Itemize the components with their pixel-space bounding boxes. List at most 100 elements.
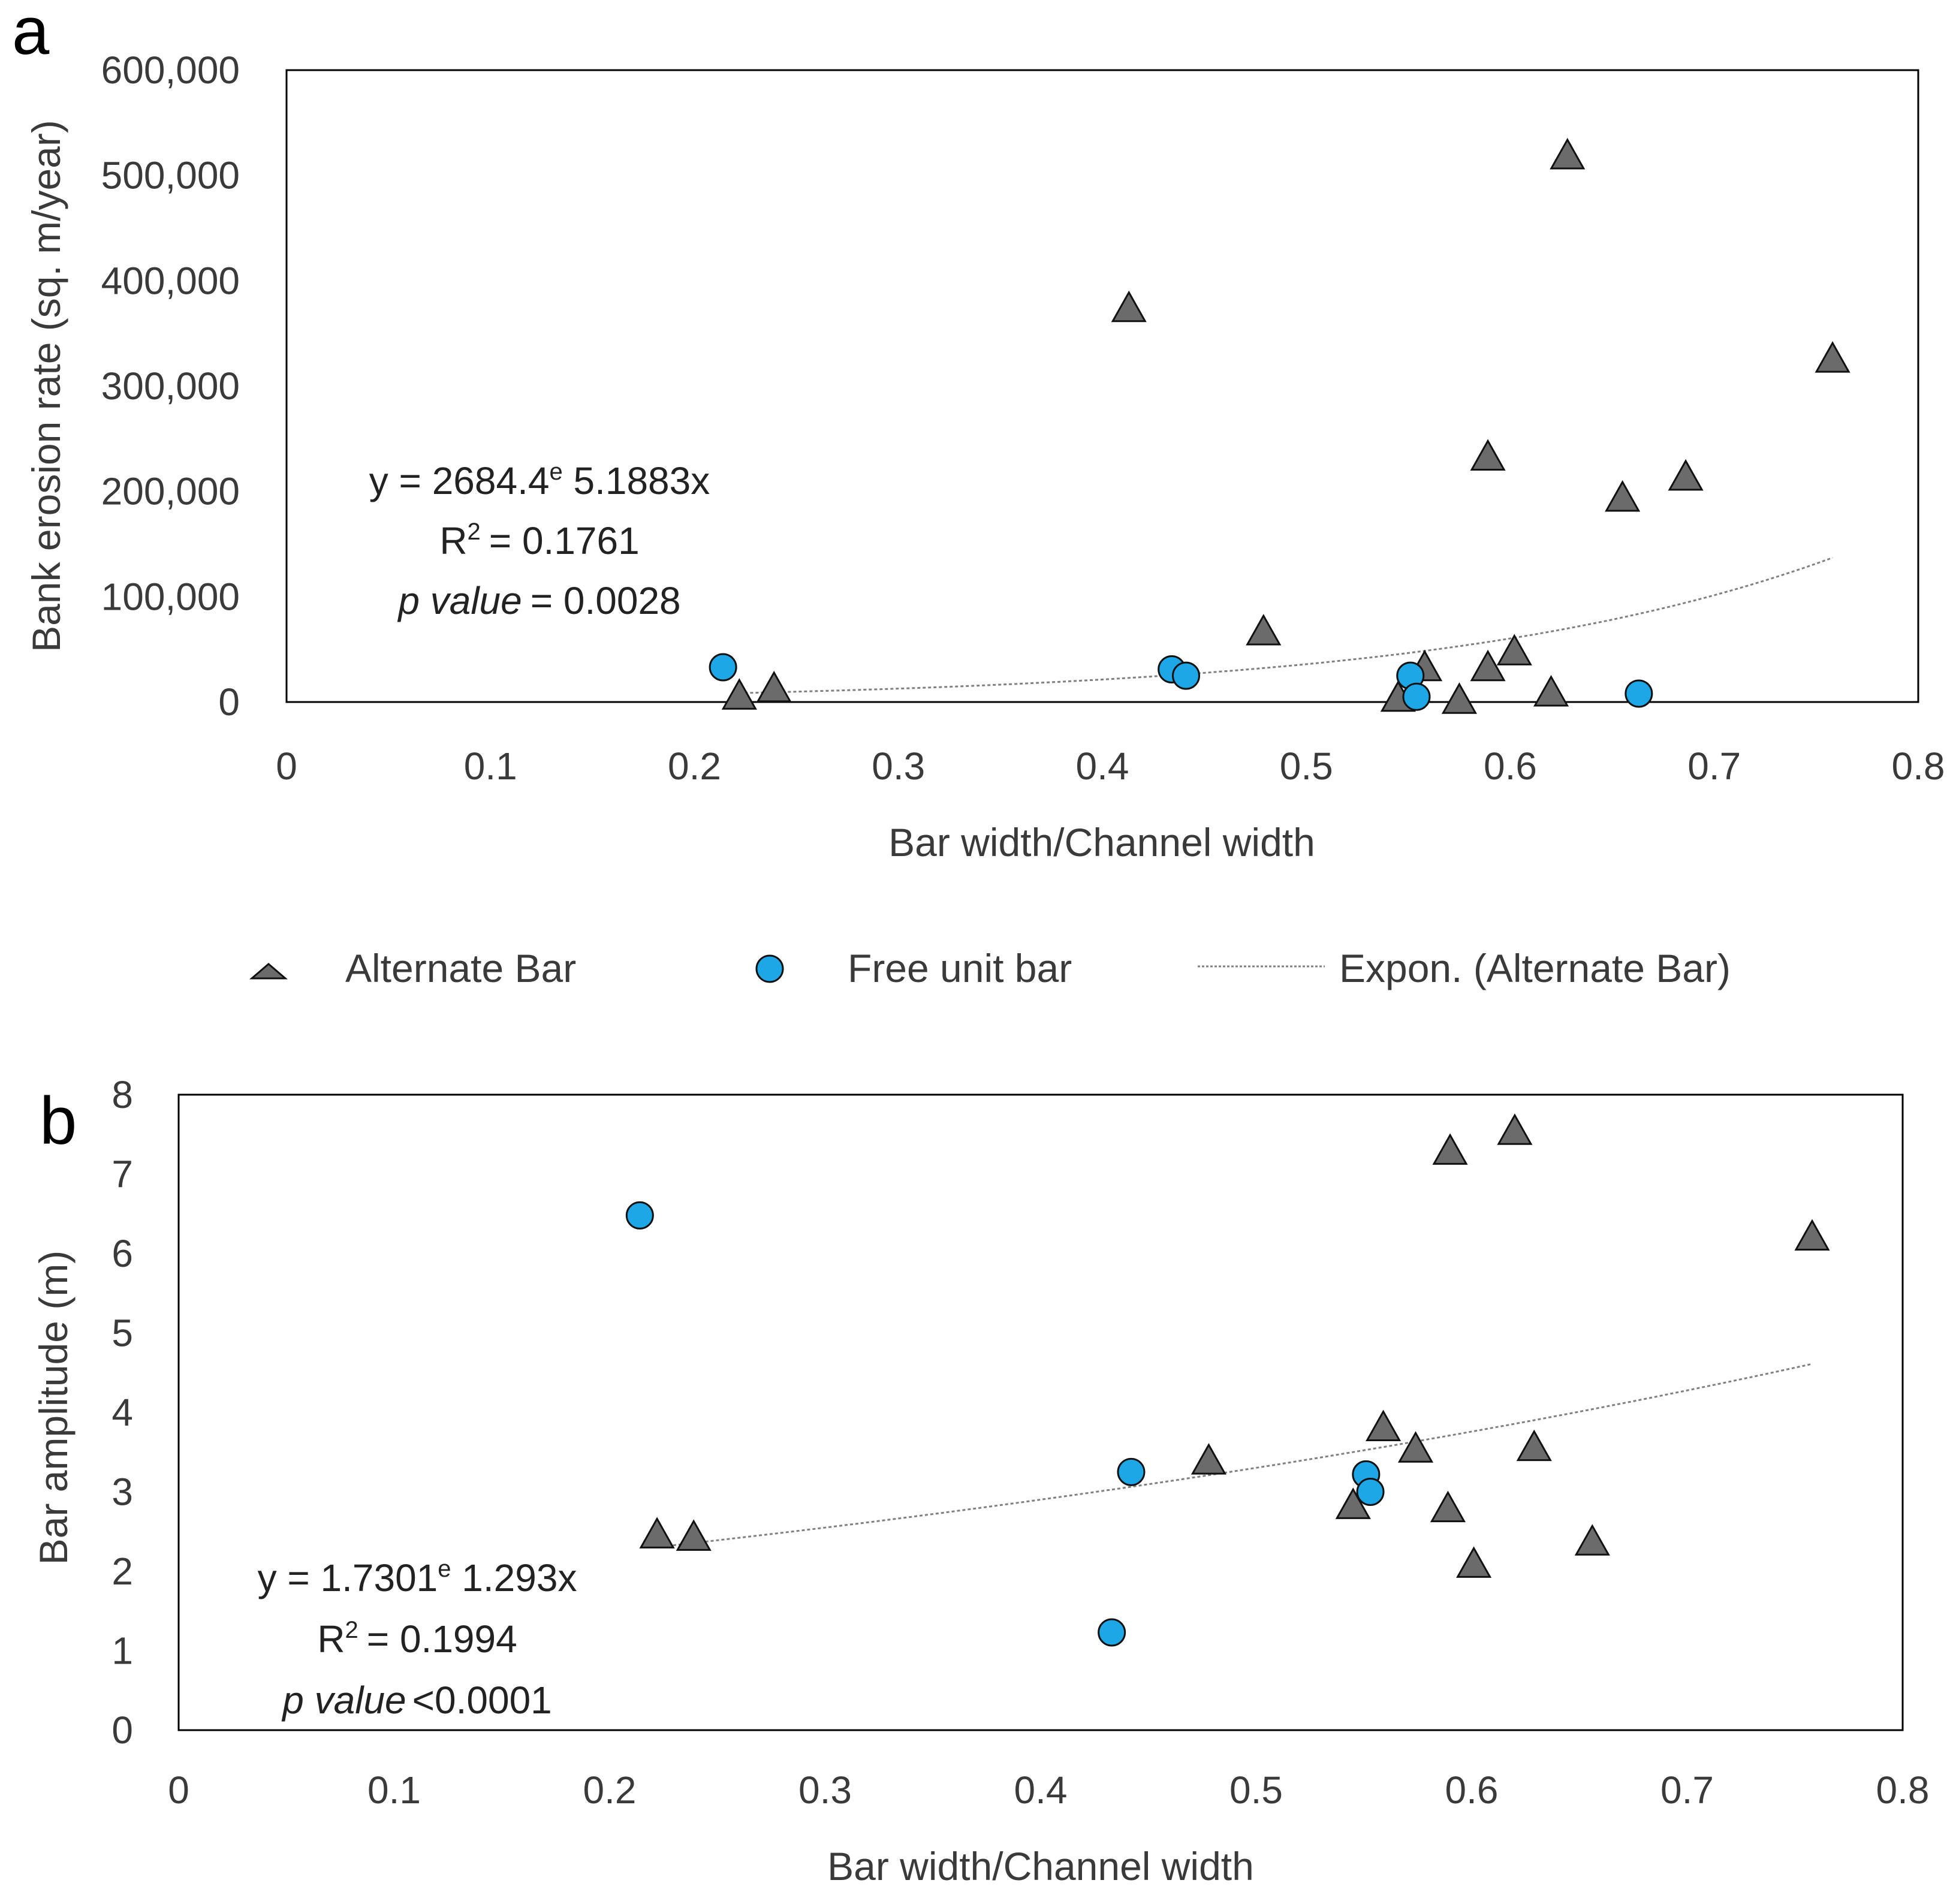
panel-b-trendline	[656, 1363, 1813, 1548]
panel-b-x-ticks: 0 0.1 0.2 0.3 0.4 0.5 0.6 0.7 0.8	[168, 1769, 1929, 1812]
legend-alternate-bar-marker	[249, 963, 288, 980]
panel-b-x-tick-label: 0.2	[583, 1769, 637, 1812]
panel-b-y-tick-label: 2	[111, 1550, 133, 1593]
panel-b-alternate-bar-point	[1191, 1443, 1226, 1475]
panel-b-x-tick-label: 0.6	[1445, 1769, 1499, 1812]
panel-b-free-unit-bar-point	[1117, 1457, 1146, 1486]
panel-a-y-tick-label: 100,000	[101, 575, 240, 618]
panel-a-equation-line: y = 2684.4e 5.1883x	[369, 459, 710, 502]
panel-b-equation-line: y = 1.7301e 1.293x	[258, 1556, 577, 1599]
panel-a-x-ticks: 0 0.1 0.2 0.3 0.4 0.5 0.6 0.7 0.8	[276, 745, 1945, 788]
panel-a-x-tick-label: 0	[276, 745, 297, 788]
panel-b-x-tick-label: 0.3	[798, 1769, 852, 1812]
panel-a-trendline	[739, 556, 1833, 694]
panel-a-x-tick-label: 0.3	[872, 745, 925, 788]
panel-a-r2-sup: 2	[468, 519, 481, 545]
legend-free-unit-bar-label: Free unit bar	[848, 946, 1072, 990]
panel-a-y-tick-label: 200,000	[101, 470, 240, 513]
panel-b-r2-value: = 0.1994	[367, 1617, 517, 1661]
panel-a-eq-exponent: e	[549, 459, 562, 485]
panel-a-plot-frame	[285, 69, 1919, 703]
panel-a-label: a	[12, 0, 50, 68]
panel-b-alternate-bar-point	[1397, 1431, 1434, 1463]
panel-b-alternate-bar-point	[1430, 1490, 1466, 1523]
panel-b-alternate-bar-point	[1366, 1409, 1402, 1441]
panel-a-x-axis-title: Bar width/Channel width	[888, 820, 1315, 864]
panel-a-alternate-bar-point	[1533, 674, 1569, 707]
panel-a-eq-prefix: y = 2684.4	[369, 459, 550, 502]
panel-b-alternate-bar-point	[1456, 1546, 1492, 1578]
legend-free-unit-bar-marker	[755, 954, 784, 983]
panel-a-y-tick-label: 400,000	[101, 259, 240, 302]
panel-b: b 0 0.1 0.2 0.3 0.4 0.5 0.6 0.7 0.8 0 1 2 3 4 5 6 7 8 Ba…	[31, 1073, 1929, 1888]
panel-b-y-tick-label: 8	[111, 1073, 133, 1116]
panel-b-x-tick-label: 0	[168, 1769, 189, 1812]
panel-b-eq-prefix: y = 1.7301	[258, 1556, 438, 1599]
panel-a-x-tick-label: 0.8	[1892, 745, 1945, 788]
panel-b-y-tick-label: 3	[111, 1471, 133, 1514]
panel-b-free-unit-bar-point	[1356, 1478, 1385, 1506]
panel-b-x-tick-label: 0.7	[1660, 1769, 1714, 1812]
panel-a-alternate-bar-point	[1111, 290, 1147, 323]
panel-a-trend-layer	[739, 556, 1833, 694]
panel-a-alternate-bar-point	[1668, 459, 1704, 491]
panel-a-eq-suffix: 5.1883x	[563, 459, 710, 502]
panel-b-x-tick-label: 0.4	[1014, 1769, 1068, 1812]
panel-b-alternate-bar-point	[1432, 1133, 1468, 1165]
panel-a-y-tick-label: 500,000	[101, 154, 240, 197]
panel-b-x-axis-title: Bar width/Channel width	[827, 1844, 1254, 1888]
panel-b-x-tick-label: 0.8	[1876, 1769, 1930, 1812]
panel-a-free-unit-bar-point	[1172, 661, 1201, 690]
panel-b-alternate-bar-point	[676, 1519, 712, 1551]
panel-b-free-unit-bar-point	[625, 1201, 654, 1230]
panel-a-x-tick-label: 0.4	[1076, 745, 1129, 788]
panel-b-p-value: p value <0.0001	[281, 1679, 552, 1722]
panel-a-alternate-bar-point	[1470, 649, 1506, 682]
panel-b-y-tick-label: 4	[111, 1391, 133, 1434]
panel-b-plot-frame	[177, 1093, 1904, 1731]
panel-a-x-tick-label: 0.1	[464, 745, 517, 788]
panel-b-free-unit-bar-point	[1098, 1618, 1126, 1647]
panel-b-p-number: <0.0001	[412, 1679, 552, 1722]
panel-a-r2: R2 = 0.1761	[439, 519, 639, 562]
panel-a-y-tick-label: 600,000	[101, 49, 240, 92]
panel-b-p-label: p value	[281, 1679, 406, 1722]
panel-b-alternate-bar-point	[1335, 1487, 1371, 1519]
panel-a-x-tick-label: 0.5	[1280, 745, 1333, 788]
panel-b-equation: y = 1.7301e 1.293x R2 = 0.1994 p value <0.…	[258, 1556, 577, 1722]
panel-a-free-unit-bar-point	[1402, 682, 1431, 711]
panel-a-y-tick-label: 0	[218, 680, 240, 724]
panel-a-y-tick-label: 300,000	[101, 364, 240, 408]
panel-a-alternate-bar-point	[1441, 682, 1478, 714]
panel-b-y-tick-label: 6	[111, 1232, 133, 1275]
panel-b-y-ticks: 0 1 2 3 4 5 6 7 8	[111, 1073, 133, 1752]
panel-b-alternate-bar-point	[639, 1517, 675, 1548]
panel-a-alternate-bar-point	[721, 678, 757, 710]
legend: Alternate Bar Free unit bar Expon. (Alte…	[249, 946, 1731, 990]
panel-a-p-value: p value = 0.0028	[397, 579, 680, 622]
panel-a-alternate-bar-point	[756, 670, 792, 703]
panel-b-r2-label: R	[317, 1617, 345, 1661]
panel-b-alternate-bar-point	[1516, 1429, 1552, 1462]
panel-a-y-ticks: 0 100,000 200,000 300,000 400,000 500,000 600,…	[101, 49, 240, 724]
panel-b-label: b	[40, 1083, 77, 1158]
panel-b-x-tick-label: 0.1	[367, 1769, 421, 1812]
panel-a-alternate-bar-point	[1470, 439, 1506, 471]
panel-b-eq-suffix: 1.293x	[451, 1556, 577, 1599]
panel-b-x-tick-label: 0.5	[1229, 1769, 1283, 1812]
panel-b-y-tick-label: 0	[111, 1709, 133, 1752]
panel-a-points	[709, 137, 1850, 714]
panel-a-free-unit-bar-point	[1625, 679, 1653, 708]
panel-a-alternate-bar-point	[1496, 634, 1532, 665]
panel-a-y-axis-title: Bank erosion rate (sq. m/year)	[24, 120, 68, 652]
panel-a-free-unit-bar-point	[709, 653, 737, 682]
panel-b-r2-sup: 2	[345, 1617, 358, 1643]
panel-a-alternate-bar-point	[1605, 480, 1641, 512]
panel-a-alternate-bar-point	[1246, 614, 1282, 646]
panel-b-alternate-bar-point	[1574, 1524, 1610, 1556]
panel-a-equation: y = 2684.4e 5.1883x R2 = 0.1761 p value = …	[369, 459, 710, 622]
panel-b-alternate-bar-point	[1794, 1219, 1830, 1251]
legend-alternate-bar-label: Alternate Bar	[345, 946, 576, 990]
panel-a-alternate-bar-point	[1815, 341, 1850, 373]
